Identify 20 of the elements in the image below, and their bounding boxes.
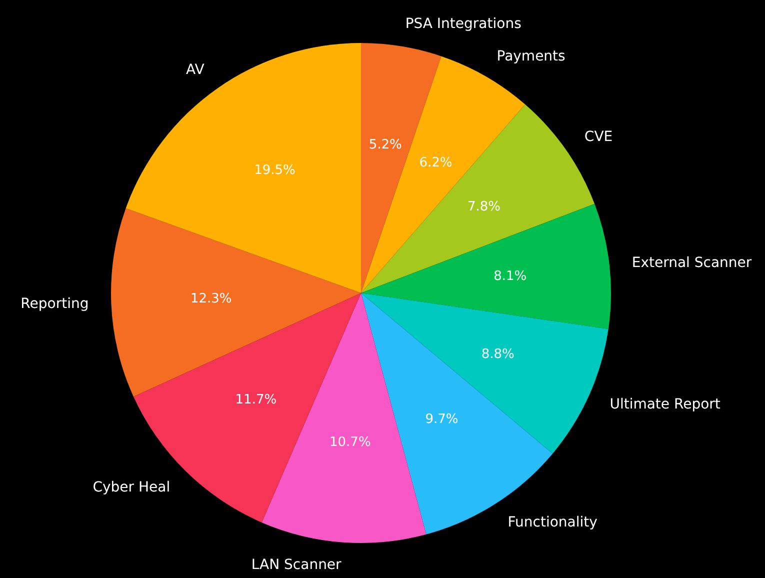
slice-label: External Scanner <box>632 255 752 272</box>
slice-label: CVE <box>584 129 613 146</box>
slice-label: PSA Integrations <box>405 16 522 32</box>
slice-label: Ultimate Report <box>610 396 721 412</box>
data-label: 7.8% <box>467 200 501 215</box>
data-label: 8.8% <box>481 346 514 362</box>
data-label: 5.2% <box>368 137 402 152</box>
data-label: 12.3% <box>190 292 232 307</box>
data-label: 9.7% <box>425 412 458 427</box>
data-label: 11.7% <box>235 392 277 408</box>
data-label: 10.7% <box>330 435 371 450</box>
slice-label: LAN Scanner <box>251 556 342 573</box>
slice-label: Functionality <box>508 514 598 531</box>
data-label: 6.2% <box>419 155 452 170</box>
data-label: 19.5% <box>254 162 296 178</box>
slice-label: Cyber Heal <box>92 479 170 496</box>
slice-label: Payments <box>496 48 566 65</box>
slice-label: Reporting <box>20 296 89 312</box>
data-label: 8.1% <box>494 269 527 284</box>
slice-label: AV <box>186 62 205 78</box>
